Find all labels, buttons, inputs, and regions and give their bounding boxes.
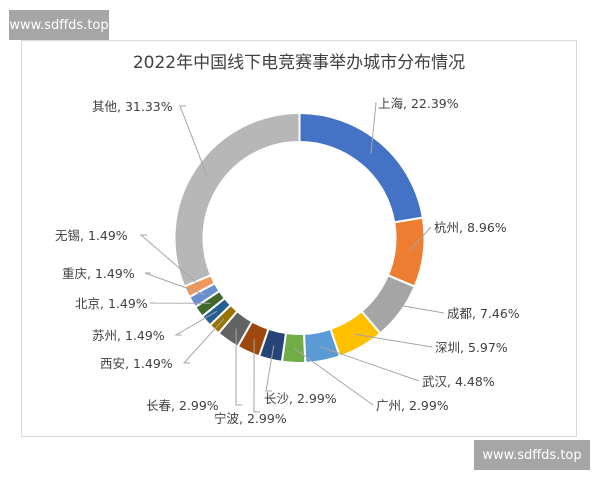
leader-line (179, 105, 208, 178)
leader-line (353, 333, 433, 348)
slice-杭州 (386, 216, 426, 288)
data-label: 成都, 7.46% (447, 306, 520, 321)
data-label: 其他, 31.33% (92, 99, 173, 114)
data-label: 深圳, 5.97% (435, 340, 508, 355)
leader-line (319, 346, 420, 382)
leader-lines (139, 102, 445, 413)
leader-line (388, 302, 445, 314)
data-label: 上海, 22.39% (378, 96, 459, 111)
data-label: 重庆, 1.49% (62, 266, 135, 281)
chart-title: 2022年中国线下电竞赛事举办城市分布情况 (132, 53, 466, 73)
watermark-bottom: www.sdffds.top (474, 440, 590, 470)
leader-line (408, 226, 432, 252)
watermark-top: www.sdffds.top (9, 10, 109, 40)
leader-line (182, 318, 225, 364)
leader-line (144, 272, 205, 296)
data-label: 西安, 1.49% (100, 356, 173, 371)
leader-line (174, 310, 218, 336)
data-label: 北京, 1.49% (75, 296, 148, 311)
leader-line (370, 102, 377, 154)
data-labels: 上海, 22.39% 杭州, 8.96% 成都, 7.46% 深圳, 5.97% 武汉,… (55, 96, 520, 426)
leader-line (235, 328, 242, 406)
leader-line (139, 234, 201, 286)
slice-上海 (298, 111, 424, 224)
slice-其他 (173, 111, 301, 288)
data-label: 长春, 2.99% (146, 398, 219, 413)
data-label: 苏州, 1.49% (92, 328, 165, 343)
data-label: 无锡, 1.49% (55, 228, 128, 243)
data-label: 长沙, 2.99% (264, 391, 337, 406)
data-label: 武汉, 4.48% (422, 374, 495, 389)
donut-slices (173, 111, 426, 364)
chart-frame (21, 40, 577, 437)
data-label: 杭州, 8.96% (434, 220, 507, 235)
leader-line (265, 345, 275, 392)
data-label: 宁波, 2.99% (214, 411, 287, 426)
leader-line (293, 347, 374, 406)
leader-line (253, 338, 260, 413)
data-label: 广州, 2.99% (376, 398, 449, 413)
